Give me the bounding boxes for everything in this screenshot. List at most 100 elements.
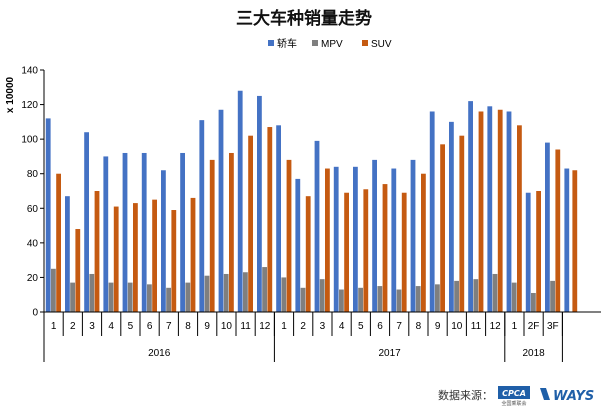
group-label-1: 2017 (378, 348, 401, 359)
x-tick-label: 6 (147, 321, 153, 332)
legend-label-2: SUV (371, 39, 392, 50)
bar-1-19 (415, 286, 421, 312)
bar-0-20 (429, 111, 435, 312)
ways-logo-text: WAYS (553, 389, 594, 404)
bar-2-24 (517, 125, 522, 312)
bar-1-20 (435, 284, 440, 312)
x-tick-label: 5 (128, 321, 134, 332)
group-label-0: 2016 (148, 348, 171, 359)
y-tick-label: 140 (21, 66, 38, 77)
legend-label-0: 轿车 (277, 37, 297, 50)
bar-1-9 (223, 273, 229, 312)
bar-0-0 (45, 118, 51, 313)
bar-1-25 (531, 292, 536, 312)
bar-1-18 (396, 289, 402, 312)
bar-1-6 (166, 287, 171, 312)
ways-logo: WAYS (540, 388, 594, 404)
bar-0-26 (545, 142, 550, 312)
bar-1-14 (319, 279, 325, 312)
bar-2-0 (56, 173, 61, 312)
x-tick-label: 2F (528, 321, 540, 332)
bar-1-3 (108, 282, 114, 312)
bar-0-10 (237, 90, 243, 312)
bar-1-11 (262, 267, 267, 312)
x-tick-label: 1 (51, 321, 57, 332)
bar-1-5 (147, 284, 152, 312)
bar-2-16 (363, 189, 369, 312)
x-tick-label: 9 (435, 321, 441, 332)
bar-1-0 (51, 268, 56, 312)
bar-0-24 (506, 111, 512, 312)
x-tick-label: 10 (451, 321, 463, 332)
bar-1-26 (550, 280, 555, 312)
bar-2-26 (555, 149, 561, 312)
bar-1-17 (377, 286, 383, 312)
bar-1-13 (300, 287, 306, 312)
bar-1-24 (511, 282, 517, 312)
legend-swatch-1 (312, 40, 318, 46)
group-label-2: 2018 (522, 348, 545, 359)
bar-2-25 (536, 191, 541, 312)
bar-2-22 (478, 111, 484, 312)
x-tick-label: 5 (358, 321, 364, 332)
bar-0-16 (353, 166, 358, 312)
bar-0-25 (525, 192, 531, 312)
bar-2-18 (401, 192, 407, 312)
bars (45, 90, 578, 313)
bar-1-16 (358, 287, 363, 312)
x-tick-label: 1 (512, 321, 518, 332)
bar-2-7 (190, 197, 196, 312)
bar-1-10 (243, 272, 248, 312)
x-tick-label: 8 (416, 321, 422, 332)
legend-swatch-0 (268, 40, 274, 46)
bar-2-23 (497, 109, 503, 312)
bar-1-8 (204, 275, 210, 312)
bar-0-1 (65, 196, 70, 312)
bar-2-9 (229, 152, 234, 312)
x-tick-label: 12 (259, 321, 271, 332)
bar-2-12 (286, 159, 292, 312)
x-tick-label: 3F (547, 321, 559, 332)
bar-0-15 (333, 166, 339, 312)
cpca-logo-subtext: 全国乘联会 (501, 400, 526, 407)
bar-2-15 (344, 192, 349, 312)
bar-tail-0 (564, 168, 570, 312)
bar-tail-1 (572, 170, 578, 312)
bar-2-14 (325, 168, 330, 312)
cpca-logo-text: CPCA (502, 389, 526, 398)
x-tick-label: 7 (396, 321, 402, 332)
bar-2-5 (152, 199, 157, 312)
bar-0-5 (141, 152, 147, 312)
bar-0-17 (372, 159, 377, 312)
bar-0-13 (295, 178, 301, 312)
bar-2-21 (459, 135, 465, 312)
bar-2-4 (133, 203, 138, 312)
x-tick-label: 3 (320, 321, 326, 332)
bar-1-4 (127, 282, 133, 312)
footer: 数据来源： CPCA 全国乘联会 WAYS (438, 386, 594, 407)
bar-1-15 (339, 289, 344, 312)
bar-0-11 (257, 95, 262, 312)
bar-0-21 (449, 121, 454, 312)
y-tick-label: 120 (21, 100, 38, 111)
bar-0-18 (391, 168, 397, 312)
bar-1-2 (89, 273, 95, 312)
ways-logo-mark-icon (540, 388, 550, 400)
x-tick-label: 12 (490, 321, 502, 332)
bar-0-6 (161, 170, 166, 312)
bar-0-22 (468, 101, 473, 312)
bar-2-1 (75, 229, 81, 312)
x-tick-label: 7 (166, 321, 172, 332)
bar-2-20 (440, 144, 445, 312)
legend: 轿车 MPV SUV (268, 37, 392, 50)
y-tick-label: 80 (27, 169, 39, 180)
bar-0-23 (487, 106, 493, 312)
bar-2-11 (267, 127, 273, 313)
x-tick-label: 3 (89, 321, 95, 332)
y-tick-label: 60 (27, 204, 39, 215)
bar-2-19 (421, 173, 426, 312)
bar-2-6 (171, 210, 177, 312)
y-tick-label: 100 (21, 135, 38, 146)
bar-0-19 (410, 159, 416, 312)
